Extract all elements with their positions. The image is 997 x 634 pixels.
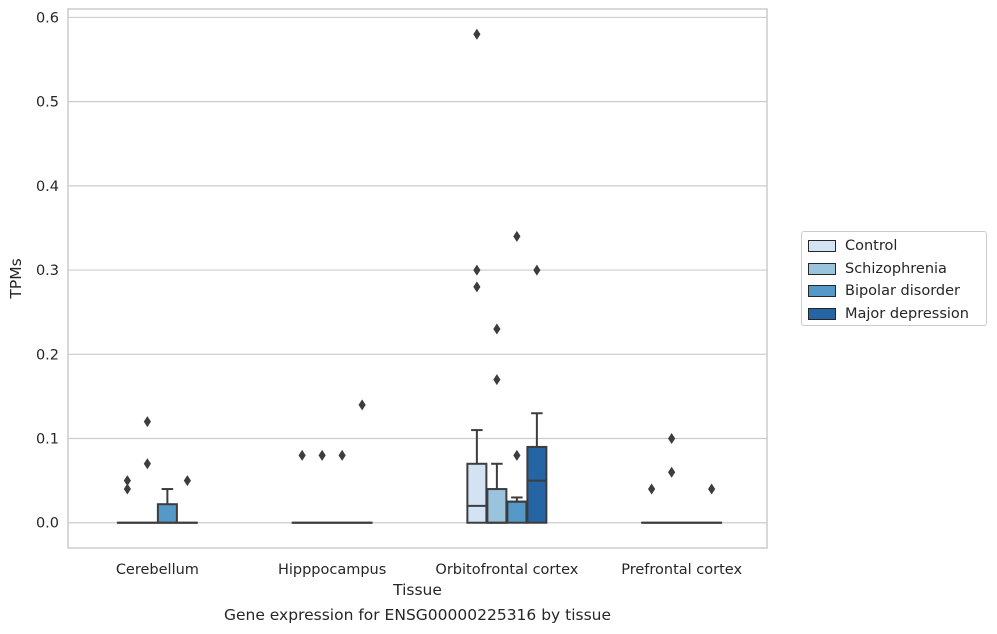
box	[176, 475, 198, 524]
box	[331, 449, 353, 524]
outlier-point	[513, 449, 521, 461]
legend-label: Major depression	[845, 305, 969, 322]
box	[486, 323, 508, 524]
box	[351, 399, 373, 524]
outlier-point	[668, 433, 676, 445]
outlier-point	[513, 230, 521, 242]
y-tick-label: 0.1	[36, 432, 59, 448]
box-body	[526, 445, 548, 524]
y-tick-label: 0.0	[36, 516, 59, 532]
outlier-point	[473, 281, 481, 293]
series-bipolar-disorder	[156, 230, 703, 524]
legend-label: Control	[845, 238, 898, 254]
y-tick-label: 0.6	[36, 10, 59, 26]
y-tick-label: 0.4	[36, 179, 59, 195]
legend-swatch	[808, 285, 836, 297]
x-axis-title: Tissue	[392, 581, 442, 599]
x-tick-label: Cerebellum	[116, 562, 199, 578]
box-body	[466, 462, 488, 524]
box	[466, 28, 488, 524]
outlier-point	[338, 449, 346, 461]
y-tick-label: 0.3	[36, 263, 59, 279]
series-major-depression	[176, 264, 723, 524]
outlier-point	[123, 483, 131, 495]
box	[506, 230, 528, 524]
outlier-point	[318, 449, 326, 461]
y-axis-title: TPMs	[7, 258, 25, 299]
legend-label: Schizophrenia	[845, 260, 947, 277]
legend-label: Bipolar disorder	[845, 283, 960, 299]
outlier-point	[533, 264, 541, 276]
outlier-point	[473, 28, 481, 40]
x-tick-label: Hipppocampus	[278, 562, 386, 578]
legend-swatch	[808, 262, 836, 275]
outlier-point	[668, 466, 676, 478]
legend-item: Control	[808, 237, 897, 255]
outlier-point	[493, 323, 501, 335]
box-series	[116, 28, 723, 524]
box	[701, 483, 723, 524]
x-tick-label: Orbitofrontal cortex	[435, 562, 578, 578]
box	[291, 449, 313, 524]
legend-swatch	[808, 240, 836, 252]
chart-caption: Gene expression for ENSG00000225316 by t…	[223, 606, 612, 624]
outlier-point	[708, 483, 716, 495]
y-axis-ticks: 0.0 0.1 0.2 0.3 0.4 0.5 0.6	[36, 10, 59, 531]
series-control	[116, 28, 663, 524]
y-tick-label: 0.2	[36, 347, 59, 363]
box	[661, 433, 683, 524]
series-schizophrenia	[136, 323, 683, 524]
box-body	[506, 500, 528, 524]
x-axis-ticks: Cerebellum Hipppocampus Orbitofrontal cort…	[116, 562, 743, 578]
box	[641, 483, 663, 524]
box	[156, 488, 178, 524]
box	[311, 449, 333, 524]
legend-item: Schizophrenia	[808, 260, 947, 278]
box-body	[486, 488, 508, 524]
box	[136, 416, 158, 524]
outlier-point	[473, 264, 481, 276]
box-body	[156, 503, 178, 524]
legend-swatch	[808, 307, 836, 320]
outlier-point	[143, 416, 151, 428]
y-tick-label: 0.5	[36, 95, 59, 111]
plot-area-frame	[67, 8, 768, 549]
legend-item: Bipolar disorder	[808, 282, 960, 300]
outlier-point	[358, 399, 366, 411]
legend-item: Major depression	[808, 305, 969, 323]
outlier-point	[298, 449, 306, 461]
gridlines	[68, 16, 767, 524]
outlier-point	[493, 374, 501, 386]
outlier-point	[648, 483, 656, 495]
x-tick-label: Prefrontal cortex	[621, 562, 742, 578]
outlier-point	[183, 475, 191, 487]
outlier-point	[143, 458, 151, 470]
legend: Control Schizophrenia Bipolar disorder Majo…	[801, 231, 987, 326]
outlier-point	[123, 475, 131, 487]
box	[116, 475, 138, 524]
box	[526, 264, 548, 524]
